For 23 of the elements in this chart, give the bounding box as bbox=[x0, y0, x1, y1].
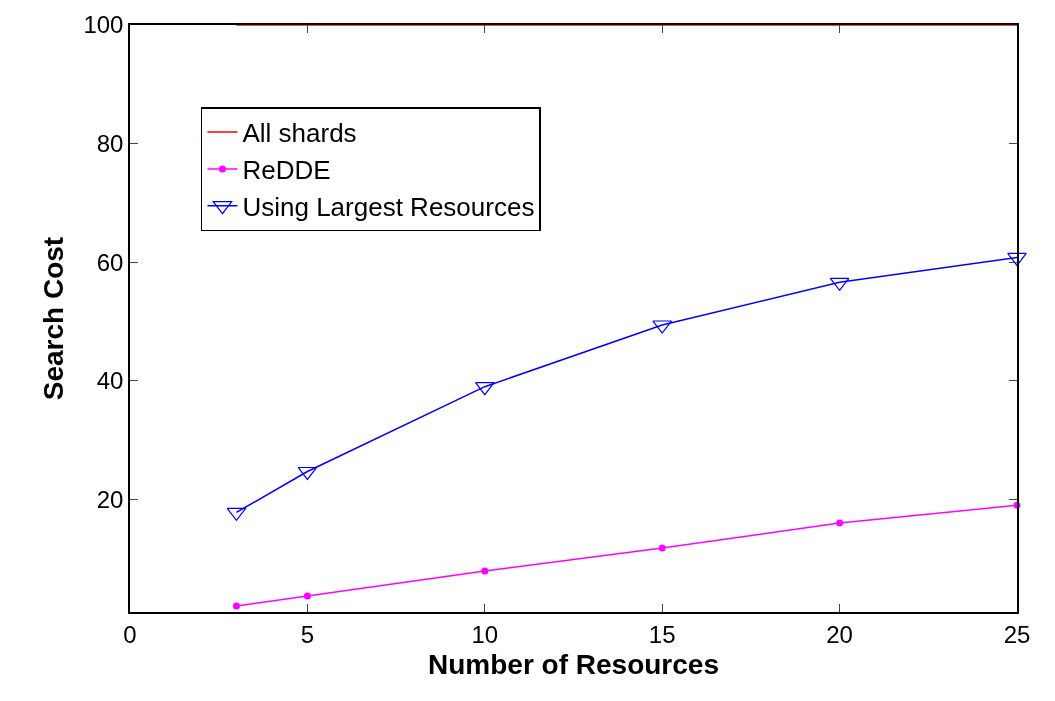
legend-label: ReDDE bbox=[242, 155, 331, 186]
x-tick-label: 10 bbox=[471, 620, 499, 648]
point bbox=[1007, 252, 1027, 267]
point bbox=[303, 592, 311, 600]
point bbox=[297, 466, 318, 481]
y-tick-label: 60 bbox=[96, 248, 124, 276]
y-axis-title: Search Cost bbox=[37, 236, 69, 401]
point bbox=[658, 544, 666, 552]
x-axis-title: Number of Resources bbox=[428, 649, 719, 681]
x-tick-label: 15 bbox=[648, 620, 676, 648]
y-tick-label: 20 bbox=[96, 485, 124, 513]
point bbox=[836, 519, 844, 527]
x-tick-label: 5 bbox=[300, 620, 315, 648]
x-tick-label: 20 bbox=[826, 620, 853, 648]
x-tick-label: 25 bbox=[1003, 620, 1031, 648]
x-tick-label: 0 bbox=[123, 620, 137, 648]
point bbox=[232, 602, 240, 610]
point bbox=[481, 567, 489, 575]
y-tick-label: 80 bbox=[96, 129, 124, 157]
legend-label: Using Largest Resources bbox=[242, 191, 535, 222]
legend-label: All shards bbox=[242, 118, 357, 149]
y-tick-label: 40 bbox=[96, 367, 124, 395]
y-tick-label: 100 bbox=[83, 11, 124, 39]
